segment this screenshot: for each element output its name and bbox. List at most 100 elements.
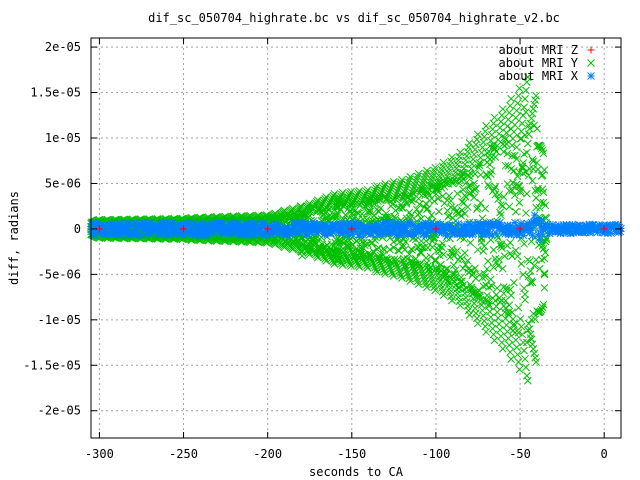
data-point (468, 187, 477, 195)
legend-label: about MRI Y (499, 56, 579, 70)
data-point (473, 319, 482, 328)
data-point (470, 150, 478, 159)
data-point (522, 363, 530, 372)
y-tick-label: 0 (74, 222, 81, 236)
data-point (497, 117, 505, 126)
data-point (509, 315, 517, 324)
data-point (386, 245, 394, 254)
data-point (505, 341, 514, 350)
y-tick-label: 1.5e-05 (30, 86, 81, 100)
data-point (540, 254, 549, 263)
data-point (510, 329, 519, 337)
data-point (465, 139, 474, 147)
data-point (503, 180, 512, 188)
data-point (504, 334, 513, 343)
data-point (532, 358, 540, 366)
data-point (485, 283, 493, 292)
data-point (422, 254, 430, 262)
data-point (528, 109, 537, 118)
data-point (482, 122, 490, 130)
data-point (511, 336, 520, 344)
data-point (505, 301, 514, 310)
data-point (521, 95, 529, 103)
data-point (506, 348, 515, 356)
data-point (523, 148, 531, 157)
data-point (531, 315, 540, 324)
data-point (453, 189, 462, 198)
data-point (523, 376, 532, 385)
data-point (468, 160, 477, 168)
data-point (501, 304, 510, 312)
data-point (512, 155, 521, 163)
data-point (493, 284, 502, 292)
data-point (526, 267, 535, 275)
data-point (477, 238, 486, 246)
data-point (525, 164, 534, 173)
data-point (512, 343, 521, 352)
data-point (346, 189, 354, 198)
data-point (496, 208, 504, 217)
data-point (510, 278, 518, 287)
data-point (541, 248, 550, 257)
data-point (510, 166, 518, 175)
data-point (498, 344, 507, 353)
data-point (540, 283, 549, 292)
data-point (313, 253, 322, 262)
data-point (514, 303, 523, 312)
data-point (523, 139, 532, 148)
x-tick-label: -150 (337, 447, 366, 461)
y-tick-label: -1.5e-05 (23, 358, 81, 372)
data-point (496, 326, 504, 334)
data-point (516, 315, 525, 323)
y-tick-label: -5e-06 (38, 267, 81, 281)
data-point (482, 328, 490, 336)
data-point (538, 171, 547, 179)
data-point (435, 207, 443, 216)
data-point (489, 246, 498, 254)
data-point (461, 249, 469, 257)
legend-label: about MRI X (499, 69, 579, 83)
data-point (507, 355, 515, 363)
data-point (325, 199, 334, 208)
data-point (532, 91, 540, 100)
data-point (515, 84, 524, 93)
data-point (515, 198, 524, 207)
y-tick-label: 5e-06 (45, 176, 81, 190)
data-point (507, 94, 515, 103)
data-point (476, 153, 485, 162)
data-point (517, 259, 526, 268)
data-point (501, 314, 510, 323)
data-point (517, 322, 526, 331)
data-point (480, 242, 489, 251)
data-point (313, 196, 322, 204)
data-point (506, 101, 515, 110)
legend-label: about MRI Z (499, 43, 578, 57)
data-point (497, 332, 505, 341)
data-point (498, 338, 506, 347)
data-point (522, 86, 530, 95)
data-point (514, 91, 523, 100)
data-point (472, 140, 480, 149)
data-point (371, 236, 379, 245)
data-point (428, 243, 437, 252)
x-tick-label: -50 (509, 447, 531, 461)
data-point (522, 209, 530, 217)
data-point (473, 245, 482, 254)
data-point (536, 235, 544, 244)
data-point (338, 261, 347, 269)
data-point (346, 260, 354, 269)
data-point (524, 171, 533, 180)
data-point (338, 188, 347, 197)
data-point (415, 209, 424, 218)
data-point (484, 257, 492, 266)
data-point (507, 291, 515, 300)
data-point (472, 309, 480, 318)
data-point (461, 209, 469, 218)
data-point (481, 204, 490, 213)
data-point (533, 124, 541, 133)
data-point (456, 148, 465, 157)
chart-title: dif_sc_050704_highrate.bc vs dif_sc_0507… (148, 11, 560, 25)
data-point (471, 304, 479, 313)
